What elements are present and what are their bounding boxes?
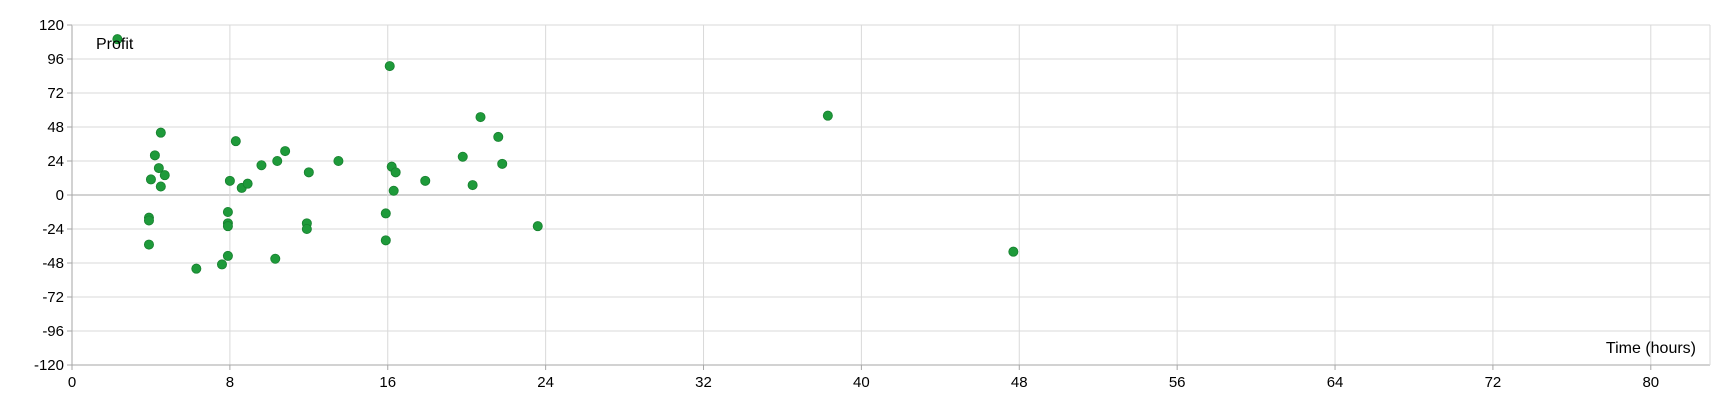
data-point (272, 155, 283, 166)
y-tick-label: -96 (42, 323, 64, 340)
y-tick-label: 72 (47, 85, 64, 102)
y-tick-label: 24 (47, 153, 64, 170)
data-point (333, 155, 344, 166)
data-point (155, 127, 166, 138)
data-point (222, 206, 233, 217)
y-tick-label: 0 (56, 187, 64, 204)
data-point (222, 221, 233, 232)
data-point (380, 235, 391, 246)
data-point (153, 163, 164, 174)
data-point (457, 151, 468, 162)
y-tick-label: -120 (34, 357, 64, 374)
y-tick-label: -24 (42, 221, 64, 238)
data-point (493, 131, 504, 142)
x-tick-label: 72 (1485, 374, 1502, 391)
data-point (155, 181, 166, 192)
y-tick-label: 96 (47, 51, 64, 68)
data-point (390, 167, 401, 178)
point-layer (112, 34, 1019, 274)
data-point (388, 185, 399, 196)
y-tick-label: 48 (47, 119, 64, 136)
data-point (822, 110, 833, 121)
data-point (380, 208, 391, 219)
data-point (1008, 246, 1019, 257)
data-point (303, 167, 314, 178)
x-tick-label: 16 (379, 374, 396, 391)
x-tick-label: 64 (1327, 374, 1344, 391)
x-tick-label: 24 (537, 374, 554, 391)
data-point (384, 61, 395, 72)
data-point (230, 136, 241, 147)
data-point (149, 150, 160, 161)
data-point (242, 178, 253, 189)
data-point (301, 223, 312, 234)
x-tick-label: 8 (226, 374, 234, 391)
x-tick-label: 56 (1169, 374, 1186, 391)
data-point (270, 253, 281, 264)
x-tick-label: 48 (1011, 374, 1028, 391)
x-tick-label: 80 (1642, 374, 1659, 391)
data-point (256, 160, 267, 171)
data-point (143, 215, 154, 226)
data-point (143, 239, 154, 250)
y-axis-title: Profit (96, 36, 134, 53)
data-point (497, 158, 508, 169)
data-point (532, 221, 543, 232)
data-point (224, 175, 235, 186)
y-tick-label: -72 (42, 289, 64, 306)
data-point (280, 146, 291, 157)
data-point (145, 174, 156, 185)
grid-layer (72, 24, 1710, 366)
data-point (222, 250, 233, 261)
x-tick-label: 0 (68, 374, 76, 391)
data-point (112, 34, 123, 45)
data-point (420, 175, 431, 186)
y-tick-label: -48 (42, 255, 64, 272)
data-point (191, 263, 202, 274)
data-point (475, 112, 486, 123)
data-point (159, 170, 170, 181)
data-point (467, 180, 478, 191)
x-tick-label: 40 (853, 374, 870, 391)
data-point (216, 259, 227, 270)
x-axis-title: Time (hours) (1606, 340, 1696, 357)
y-tick-label: 120 (39, 17, 64, 34)
x-tick-label: 32 (695, 374, 712, 391)
